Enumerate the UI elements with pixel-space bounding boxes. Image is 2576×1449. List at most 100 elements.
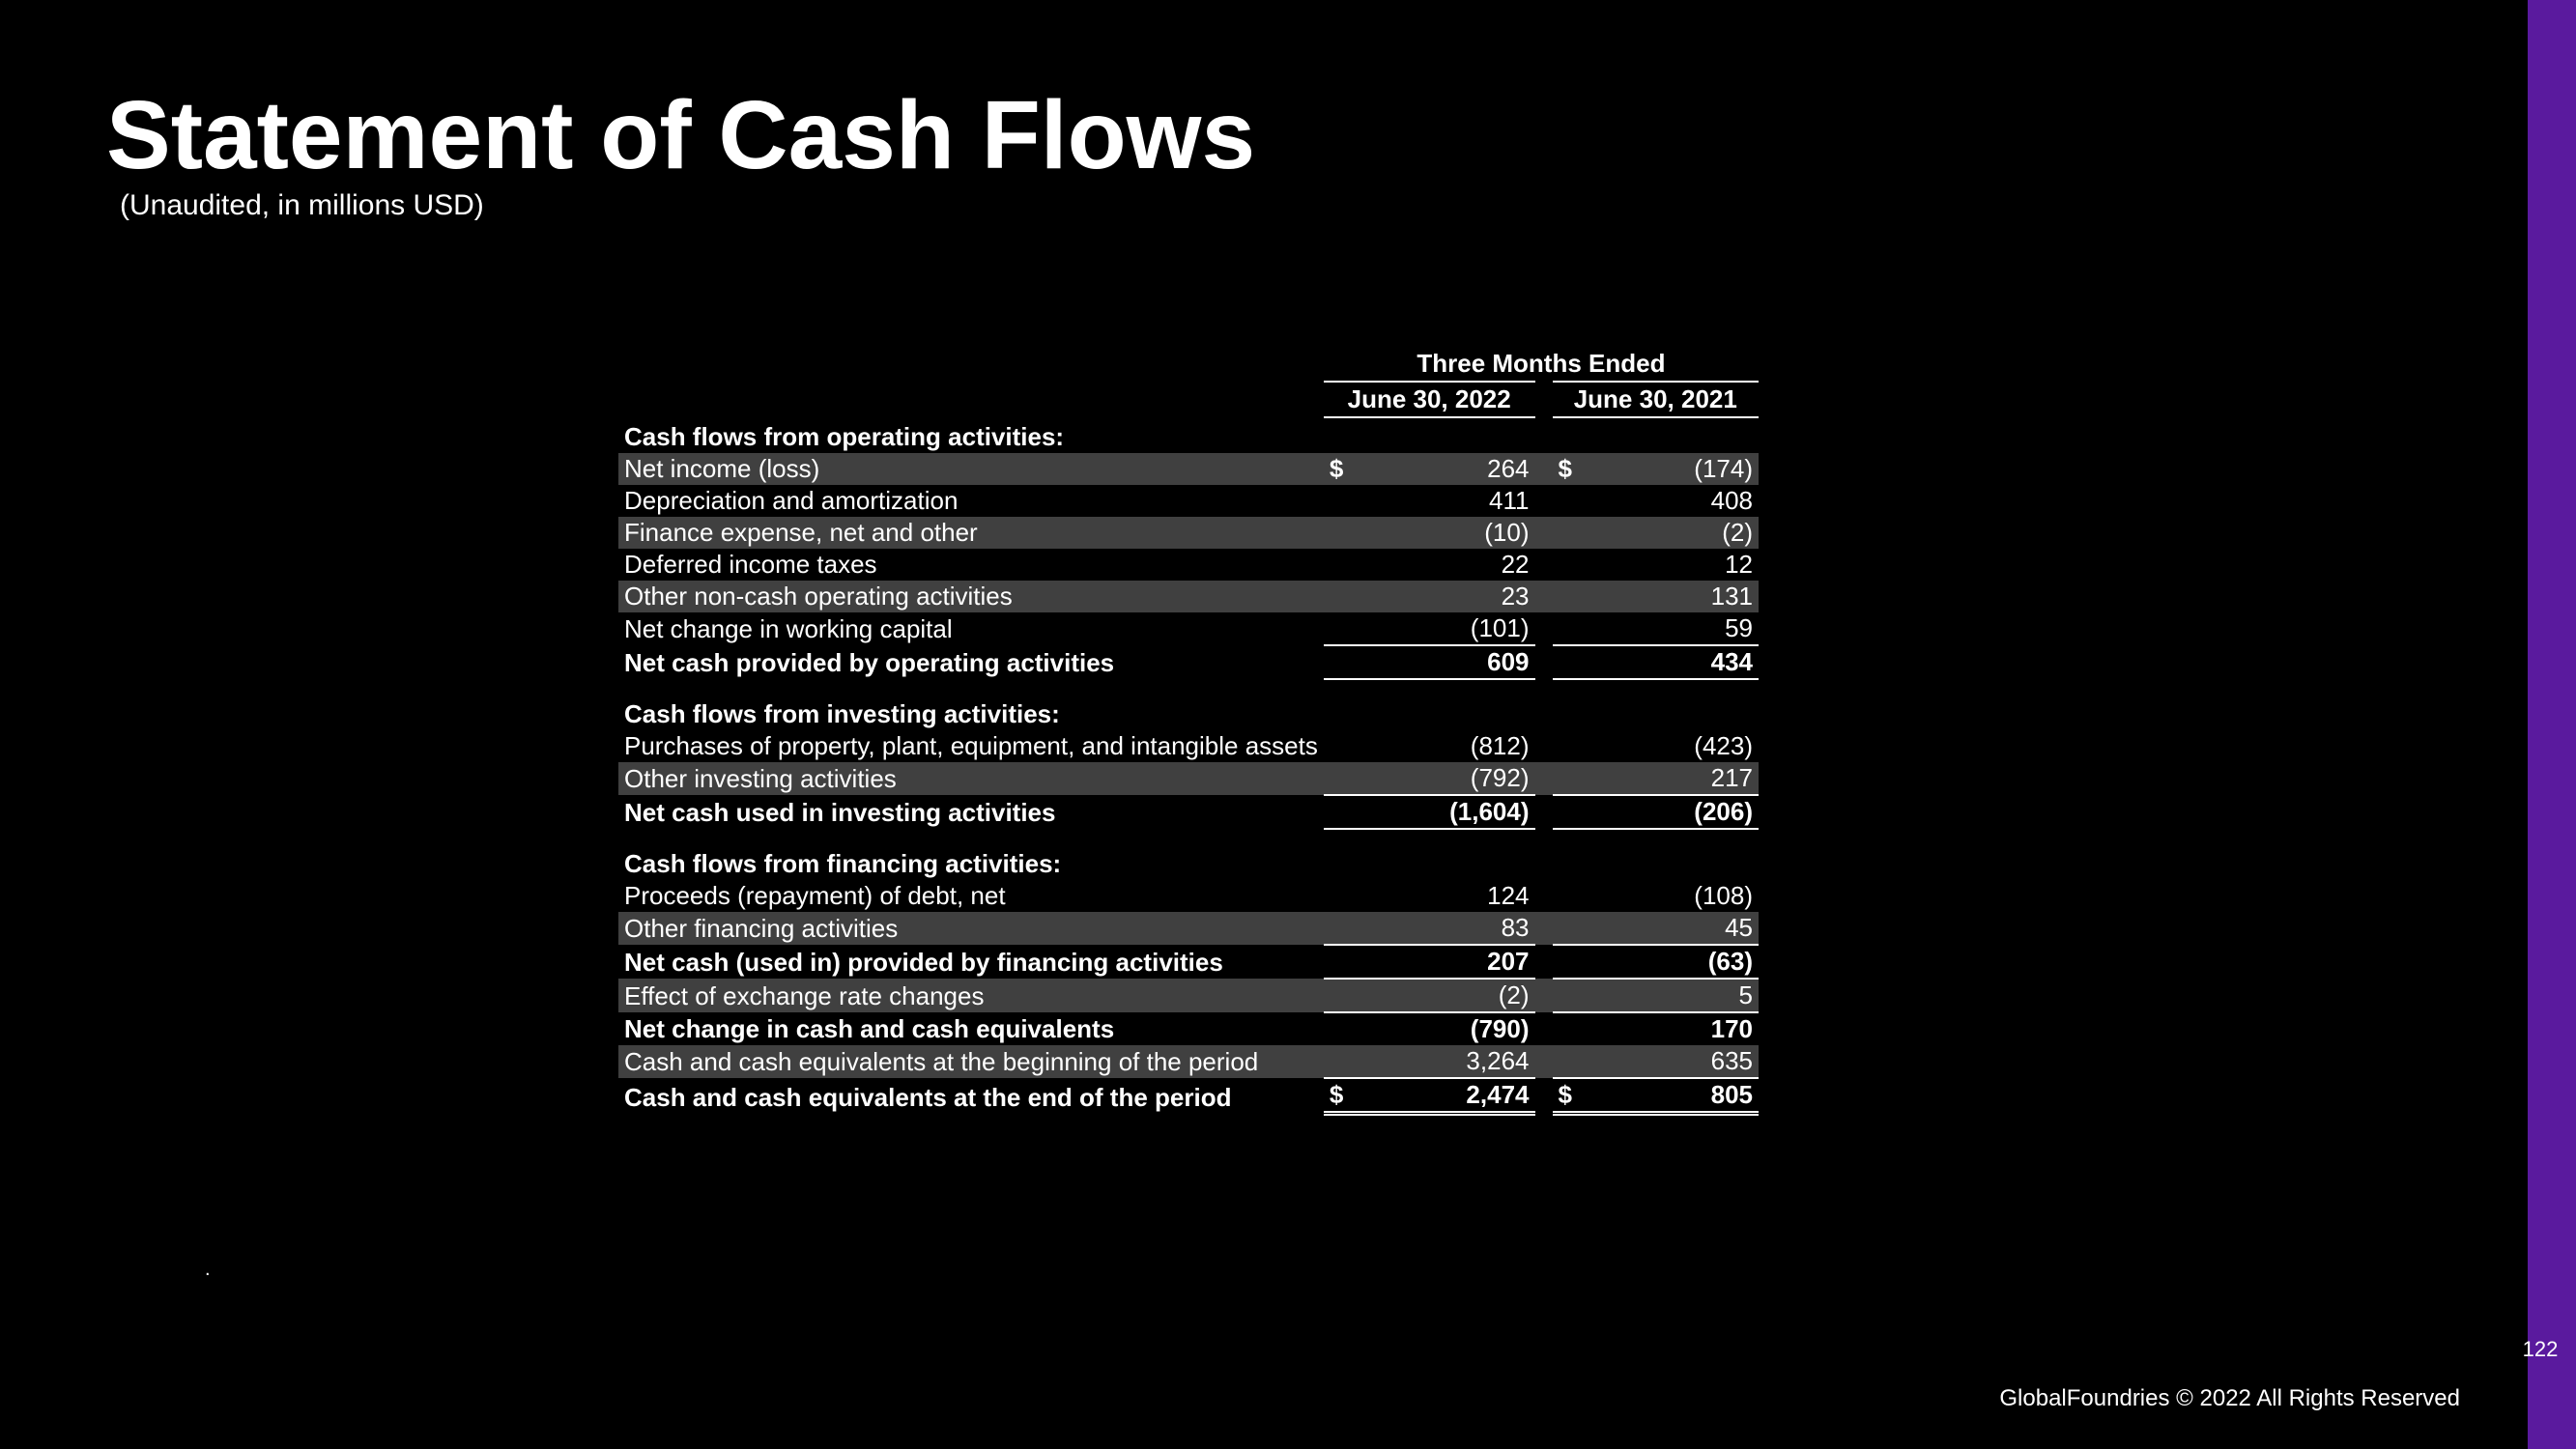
currency-symbol	[1553, 1012, 1589, 1045]
gap	[1535, 945, 1553, 979]
row-label: Net cash used in investing activities	[618, 795, 1324, 829]
row-value-2022: (2)	[1360, 979, 1535, 1012]
gap	[1535, 795, 1553, 829]
row-label: Other non-cash operating activities	[618, 581, 1324, 612]
row-value-2021: 434	[1588, 645, 1759, 679]
currency-symbol	[1324, 912, 1360, 945]
row-value-2022: 264	[1360, 453, 1535, 485]
gap	[1535, 1012, 1553, 1045]
table-row: Finance expense, net and other (10) (2)	[618, 517, 1759, 549]
footnote-dot: .	[205, 1259, 211, 1281]
currency-symbol: $	[1324, 1078, 1360, 1114]
table-row: Other investing activities(792)217	[618, 762, 1759, 795]
table-row: Net cash (used in) provided by financing…	[618, 945, 1759, 979]
row-value-2022: 411	[1360, 485, 1535, 517]
currency-symbol: $	[1324, 453, 1360, 485]
table-row: Net cash provided by operating activitie…	[618, 645, 1759, 679]
row-value-2021: 12	[1588, 549, 1759, 581]
row-value-2021: (63)	[1588, 945, 1759, 979]
row-label: Net cash provided by operating activitie…	[618, 645, 1324, 679]
side-stripe	[2528, 0, 2576, 1449]
table-row: Cash flows from operating activities:	[618, 417, 1759, 453]
page-title: Statement of Cash Flows	[106, 87, 2421, 184]
row-value-2022: (10)	[1360, 517, 1535, 549]
gap	[1535, 880, 1553, 912]
table-row: Deferred income taxes 22 12	[618, 549, 1759, 581]
row-value-2021: 217	[1588, 762, 1759, 795]
table-row: Cash flows from investing activities:	[618, 679, 1759, 730]
currency-symbol	[1324, 645, 1360, 679]
currency-symbol	[1324, 612, 1360, 645]
currency-symbol	[1324, 795, 1360, 829]
row-label: Net income (loss)	[618, 453, 1324, 485]
row-value-2021: 408	[1588, 485, 1759, 517]
gap	[1535, 612, 1553, 645]
table-row: Purchases of property, plant, equipment,…	[618, 730, 1759, 762]
row-value-2022: 2,474	[1360, 1078, 1535, 1114]
row-label: Finance expense, net and other	[618, 517, 1324, 549]
gap	[1535, 912, 1553, 945]
row-value-2022: (812)	[1360, 730, 1535, 762]
row-value-2021: (2)	[1588, 517, 1759, 549]
table-row: Net change in working capital (101) 59	[618, 612, 1759, 645]
row-value-2022: 3,264	[1360, 1045, 1535, 1078]
row-value-2021: (174)	[1588, 453, 1759, 485]
section-label: Cash flows from investing activities:	[618, 679, 1759, 730]
cash-flow-table-wrap: Three Months Ended June 30, 2022 June 30…	[618, 348, 1759, 1116]
row-value-2021: 5	[1588, 979, 1759, 1012]
gap	[1535, 730, 1553, 762]
copyright-footer: GlobalFoundries © 2022 All Rights Reserv…	[1999, 1385, 2460, 1412]
row-value-2021: (423)	[1588, 730, 1759, 762]
row-value-2022: 23	[1360, 581, 1535, 612]
gap	[1535, 549, 1553, 581]
table-row: Cash and cash equivalents at the end of …	[618, 1078, 1759, 1114]
currency-symbol	[1553, 1045, 1589, 1078]
currency-symbol	[1553, 795, 1589, 829]
currency-symbol	[1553, 979, 1589, 1012]
period-header: Three Months Ended	[1324, 348, 1759, 382]
currency-symbol	[1324, 979, 1360, 1012]
table-row: Cash flows from financing activities:	[618, 829, 1759, 880]
row-label: Cash and cash equivalents at the end of …	[618, 1078, 1324, 1114]
table-row: Cash and cash equivalents at the beginni…	[618, 1045, 1759, 1078]
row-label: Net change in working capital	[618, 612, 1324, 645]
row-label: Depreciation and amortization	[618, 485, 1324, 517]
row-value-2021: 45	[1588, 912, 1759, 945]
column-header-2021: June 30, 2021	[1553, 382, 1759, 417]
currency-symbol	[1324, 730, 1360, 762]
currency-symbol	[1553, 762, 1589, 795]
row-label: Proceeds (repayment) of debt, net	[618, 880, 1324, 912]
currency-symbol	[1553, 730, 1589, 762]
row-value-2022: (101)	[1360, 612, 1535, 645]
currency-symbol	[1324, 945, 1360, 979]
currency-symbol	[1324, 1045, 1360, 1078]
row-label: Net cash (used in) provided by financing…	[618, 945, 1324, 979]
gap	[1535, 517, 1553, 549]
table-row: Other non-cash operating activities 23 131	[618, 581, 1759, 612]
row-value-2021: 59	[1588, 612, 1759, 645]
row-label: Effect of exchange rate changes	[618, 979, 1324, 1012]
currency-symbol	[1553, 612, 1589, 645]
row-value-2022: 207	[1360, 945, 1535, 979]
currency-symbol	[1553, 880, 1589, 912]
row-label: Deferred income taxes	[618, 549, 1324, 581]
row-value-2021: 170	[1588, 1012, 1759, 1045]
row-value-2022: (792)	[1360, 762, 1535, 795]
gap	[1535, 1078, 1553, 1114]
gap	[1535, 762, 1553, 795]
currency-symbol	[1324, 549, 1360, 581]
currency-symbol: $	[1553, 1078, 1589, 1114]
section-label: Cash flows from operating activities:	[618, 417, 1759, 453]
currency-symbol	[1553, 517, 1589, 549]
currency-symbol	[1324, 485, 1360, 517]
row-value-2022: 124	[1360, 880, 1535, 912]
row-value-2021: 131	[1588, 581, 1759, 612]
section-label: Cash flows from financing activities:	[618, 829, 1759, 880]
table-row: Other financing activities8345	[618, 912, 1759, 945]
column-header-2022: June 30, 2022	[1324, 382, 1535, 417]
currency-symbol	[1324, 762, 1360, 795]
row-value-2021: 805	[1588, 1078, 1759, 1114]
gap	[1535, 645, 1553, 679]
row-value-2022: 22	[1360, 549, 1535, 581]
currency-symbol	[1324, 517, 1360, 549]
